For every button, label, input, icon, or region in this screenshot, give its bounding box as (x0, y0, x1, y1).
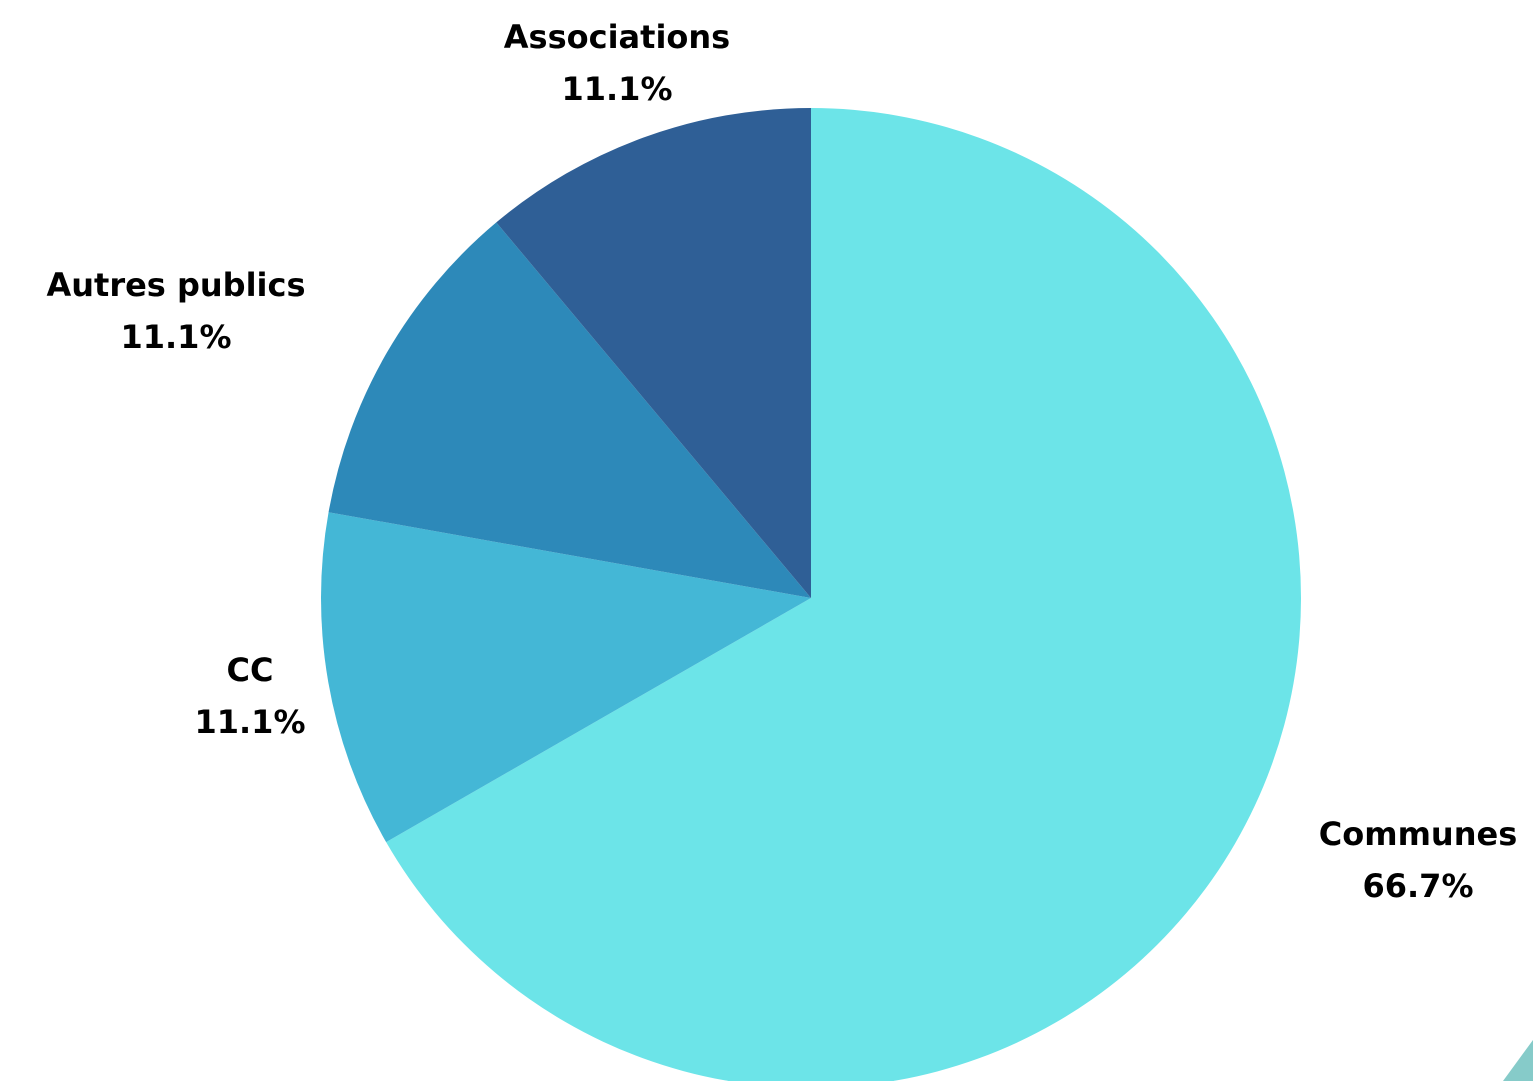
slice-label-communes: Communes 66.7% (1319, 815, 1517, 905)
slice-label-autres-publics: Autres publics 11.1% (46, 266, 305, 356)
pie-slice-autres-publics (328, 222, 811, 599)
slice-label-value: 66.7% (1362, 867, 1473, 905)
corner-decoration (1503, 1040, 1533, 1081)
slice-label-associations: Associations 11.1% (504, 18, 730, 108)
pie-slice-communes (386, 108, 1302, 1085)
slice-label-cc: CC 11.1% (194, 651, 305, 741)
slice-label-name: Autres publics (46, 266, 305, 304)
slice-label-value: 11.1% (120, 318, 231, 356)
slice-label-value: 11.1% (561, 70, 672, 108)
pie-slice-cc (320, 512, 811, 843)
pie-slice-associations (496, 108, 811, 598)
slice-label-name: Associations (504, 18, 730, 56)
slices-layer (320, 108, 1302, 1085)
slice-label-name: CC (227, 651, 274, 689)
slice-label-value: 11.1% (194, 703, 305, 741)
slice-label-name: Communes (1319, 815, 1517, 853)
